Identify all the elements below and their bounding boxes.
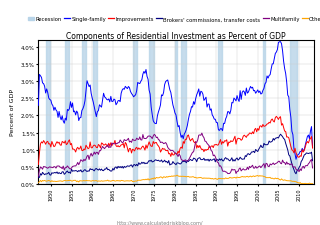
Bar	[290, 40, 297, 184]
Text: http://www.calculatedriskblog.com/: http://www.calculatedriskblog.com/	[117, 220, 203, 225]
Bar	[46, 40, 50, 184]
Y-axis label: Percent of GDP: Percent of GDP	[11, 89, 15, 136]
Bar	[219, 40, 221, 184]
Bar	[65, 40, 69, 184]
Bar	[181, 40, 186, 184]
Bar	[132, 40, 137, 184]
Legend: Recession, Single-family, Improvements, Brokers' commissions, transfer costs, Mu: Recession, Single-family, Improvements, …	[28, 17, 320, 22]
Bar	[175, 40, 177, 184]
Bar	[93, 40, 97, 184]
Bar	[82, 40, 86, 184]
Title: Components of Residential Investment as Percent of GDP: Components of Residential Investment as …	[66, 32, 286, 40]
Bar	[149, 40, 154, 184]
Bar	[263, 40, 265, 184]
